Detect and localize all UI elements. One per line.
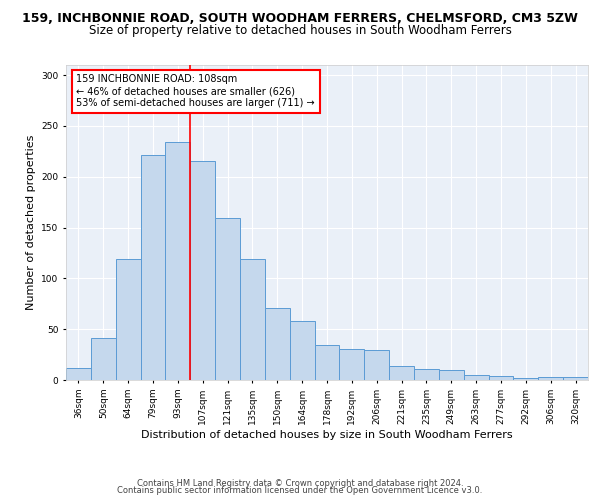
Bar [140,156,166,380]
Bar [265,308,290,380]
Text: Contains public sector information licensed under the Open Government Licence v3: Contains public sector information licen… [118,486,482,495]
Y-axis label: Number of detached properties: Number of detached properties [26,135,35,310]
Bar [340,348,364,380]
Bar [290,321,314,380]
X-axis label: Distribution of detached houses by size in South Woodham Ferrers: Distribution of detached houses by size … [141,430,513,440]
Bar [538,377,563,380]
Text: Contains HM Land Registry data © Crown copyright and database right 2024.: Contains HM Land Registry data © Crown c… [137,478,463,488]
Bar [514,378,538,380]
Bar [116,259,140,380]
Bar [314,346,340,380]
Bar [166,142,190,380]
Text: 159, INCHBONNIE ROAD, SOUTH WOODHAM FERRERS, CHELMSFORD, CM3 5ZW: 159, INCHBONNIE ROAD, SOUTH WOODHAM FERR… [22,12,578,26]
Bar [364,350,389,380]
Bar [91,338,116,380]
Bar [488,376,514,380]
Bar [464,375,488,380]
Text: 159 INCHBONNIE ROAD: 108sqm
← 46% of detached houses are smaller (626)
53% of se: 159 INCHBONNIE ROAD: 108sqm ← 46% of det… [76,74,315,108]
Bar [389,366,414,380]
Bar [190,160,215,380]
Bar [414,369,439,380]
Text: Size of property relative to detached houses in South Woodham Ferrers: Size of property relative to detached ho… [89,24,511,37]
Bar [563,377,588,380]
Bar [215,218,240,380]
Bar [66,368,91,380]
Bar [240,259,265,380]
Bar [439,370,464,380]
